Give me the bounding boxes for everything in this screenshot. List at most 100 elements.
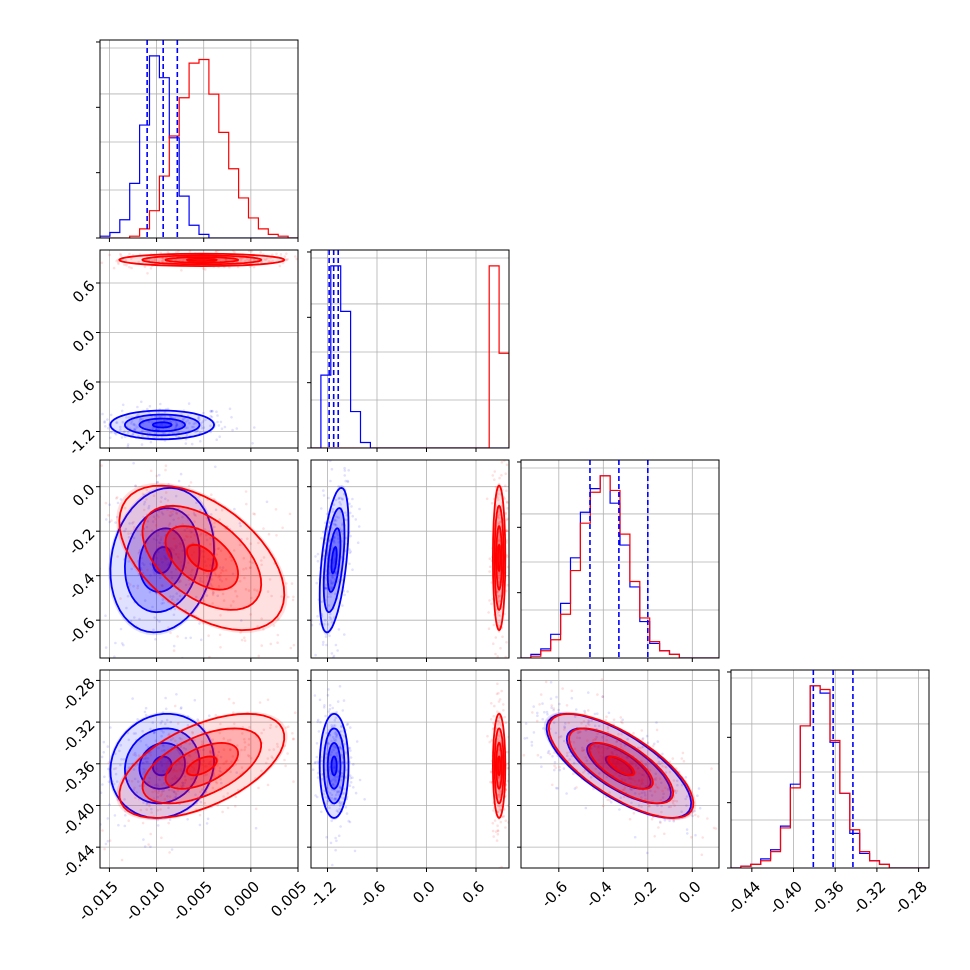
sample-point (314, 555, 317, 558)
sample-point (188, 250, 192, 253)
sample-point (198, 418, 201, 421)
sample-point (154, 638, 157, 641)
sample-point (251, 561, 254, 564)
sample-point (166, 563, 170, 567)
sample-point (632, 778, 635, 781)
sample-point (93, 412, 96, 415)
sample-point (580, 777, 584, 780)
sample-point (302, 710, 305, 713)
sample-point (121, 403, 125, 407)
sample-point (92, 571, 95, 574)
sample-point (149, 845, 152, 849)
sample-point (205, 516, 209, 519)
sample-point (154, 517, 157, 521)
sample-point (338, 802, 341, 805)
sample-point (270, 755, 274, 758)
sample-point (324, 714, 327, 718)
sample-point (495, 692, 499, 696)
sample-point (154, 554, 157, 558)
sample-point (316, 718, 320, 722)
sample-point (173, 769, 177, 773)
sample-point (561, 687, 564, 690)
sample-point (176, 789, 180, 793)
sample-point (594, 744, 597, 748)
sample-point (78, 796, 81, 799)
sample-point (622, 788, 626, 791)
sample-point (585, 759, 589, 762)
sample-point (291, 598, 295, 602)
sample-point (664, 765, 667, 768)
contour-red (588, 741, 654, 790)
sample-point (172, 548, 176, 552)
sample-point (493, 704, 496, 708)
sample-point (499, 614, 502, 617)
sample-point (329, 579, 333, 582)
sample-point (279, 253, 283, 256)
sample-point (660, 804, 663, 808)
sample-point (331, 783, 335, 786)
sample-point (587, 723, 591, 727)
sample-point (249, 566, 252, 569)
sample-point (232, 711, 235, 714)
sample-point (661, 752, 664, 756)
sample-point (336, 700, 340, 703)
sample-point (606, 727, 610, 730)
sample-point (206, 817, 210, 821)
sample-point (198, 622, 201, 625)
sample-point (184, 426, 187, 430)
sample-point (292, 643, 296, 647)
sample-point (155, 538, 158, 542)
sample-point (330, 585, 333, 589)
sample-point (335, 754, 339, 758)
sample-point (498, 599, 501, 603)
sample-point (332, 778, 335, 781)
sample-point (188, 582, 192, 586)
sample-point (175, 423, 179, 426)
sample-point (254, 826, 258, 830)
sample-point (162, 730, 165, 734)
sample-point (103, 420, 106, 423)
sample-point (597, 746, 600, 749)
sample-point (154, 783, 157, 787)
sample-point (145, 488, 149, 492)
sample-point (172, 550, 175, 553)
sample-point (504, 472, 508, 476)
sample-point (506, 555, 509, 558)
sample-point (272, 624, 276, 627)
sample-point (505, 463, 509, 467)
sample-point (550, 706, 553, 709)
axes-frame (310, 459, 510, 659)
sample-point (335, 809, 339, 812)
sample-point (265, 258, 268, 261)
sample-point (337, 628, 341, 631)
sample-point (636, 767, 640, 770)
sample-point (132, 520, 135, 524)
sample-point (330, 819, 334, 823)
sample-point (168, 851, 171, 854)
sample-point (160, 790, 164, 793)
sample-point (130, 780, 134, 783)
sample-point (339, 530, 343, 533)
sample-point (621, 718, 624, 722)
sample-point (152, 731, 156, 734)
sample-point (610, 751, 613, 755)
sample-point (601, 770, 604, 774)
sample-point (169, 720, 173, 724)
sample-point (158, 576, 162, 580)
sample-point (265, 500, 269, 504)
sample-point (217, 574, 221, 577)
sample-point (657, 826, 660, 829)
sample-point (155, 481, 159, 484)
sample-point (176, 777, 179, 780)
sample-point (661, 789, 664, 793)
sample-point (229, 604, 233, 607)
sample-point (155, 774, 158, 778)
sample-point (148, 804, 151, 808)
sample-point (120, 409, 124, 413)
sample-point (592, 787, 595, 791)
sample-point (210, 760, 213, 763)
sample-point (49, 706, 52, 709)
sample-point (234, 763, 237, 766)
sample-point (215, 781, 219, 785)
sample-point (298, 555, 301, 558)
